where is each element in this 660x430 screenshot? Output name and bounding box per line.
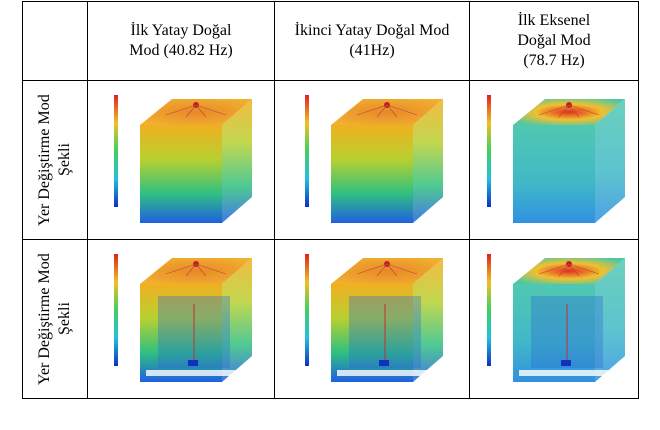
row-label-cell: Yer Değiştirme Mod Şekli	[23, 240, 88, 399]
color-bar	[114, 254, 118, 366]
header-text: İkinci Yatay Doğal Mod (41Hz)	[292, 21, 452, 61]
mode-image	[297, 244, 447, 394]
color-bar	[114, 95, 118, 207]
mode-image	[106, 85, 256, 235]
mode-table: İlk Yatay Doğal Mod (40.82 Hz) İkinci Ya…	[22, 1, 639, 399]
image-cell	[275, 240, 470, 399]
color-bar	[487, 95, 491, 207]
mode-image	[479, 85, 629, 235]
mode-image	[106, 244, 256, 394]
mode-image	[479, 244, 629, 394]
frame	[337, 370, 429, 376]
base	[379, 360, 389, 366]
row: Yer Değiştirme Mod Şekli	[23, 81, 639, 240]
mode-image	[297, 85, 447, 235]
cube-front	[331, 125, 413, 223]
header-cell: İlk Yatay Doğal Mod (40.82 Hz)	[88, 2, 275, 81]
header-cell: İlk Eksenel Doğal Mod (78.7 Hz)	[470, 2, 639, 81]
page: {"table": {"header": ["İlk Yatay Doğal M…	[0, 0, 660, 430]
color-bar	[305, 95, 309, 207]
row-label-cell: Yer Değiştirme Mod Şekli	[23, 81, 88, 240]
row-label: Yer Değiştirme Mod Şekli	[33, 85, 77, 235]
row: Yer Değiştirme Mod Şekli	[23, 240, 639, 399]
base	[561, 360, 571, 366]
header-cell: İkinci Yatay Doğal Mod (41Hz)	[275, 2, 470, 81]
cube-front	[140, 125, 222, 223]
row-label: Yer Değiştirme Mod Şekli	[33, 244, 77, 394]
image-cell	[275, 81, 470, 240]
cube-front	[513, 125, 595, 223]
color-bar	[487, 254, 491, 366]
image-cell	[470, 81, 639, 240]
header-text: İlk Eksenel Doğal Mod (78.7 Hz)	[499, 11, 609, 71]
header-row: İlk Yatay Doğal Mod (40.82 Hz) İkinci Ya…	[23, 2, 639, 81]
empty-cell	[23, 2, 88, 81]
header-text: İlk Yatay Doğal Mod (40.82 Hz)	[116, 21, 246, 61]
image-cell	[470, 240, 639, 399]
frame	[146, 370, 238, 376]
color-bar	[305, 254, 309, 366]
image-cell	[88, 240, 275, 399]
frame	[519, 370, 611, 376]
base	[188, 360, 198, 366]
image-cell	[88, 81, 275, 240]
